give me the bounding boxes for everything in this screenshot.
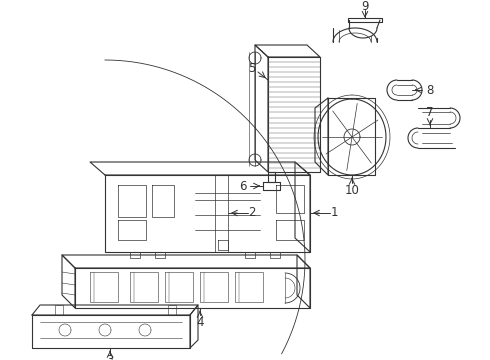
Text: 6: 6 xyxy=(239,180,247,193)
Text: 5: 5 xyxy=(248,62,256,75)
Text: 10: 10 xyxy=(344,184,360,197)
Text: 8: 8 xyxy=(426,84,434,96)
Text: 4: 4 xyxy=(196,315,204,328)
Text: 3: 3 xyxy=(106,354,114,360)
Text: 7: 7 xyxy=(426,105,434,118)
Text: 1: 1 xyxy=(330,207,338,220)
Text: 2: 2 xyxy=(248,207,256,220)
Text: 9: 9 xyxy=(361,0,369,13)
